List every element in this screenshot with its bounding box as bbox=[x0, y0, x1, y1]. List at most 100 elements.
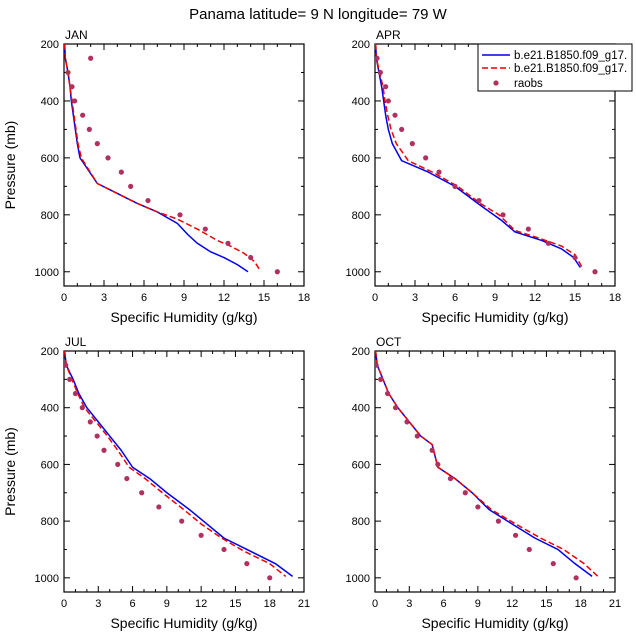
y-tick-label: 1000 bbox=[346, 267, 370, 279]
x-tick-label: 15 bbox=[540, 598, 552, 610]
x-tick-label: 18 bbox=[264, 598, 276, 610]
model-1-line bbox=[64, 351, 294, 578]
raobs-point bbox=[198, 532, 204, 538]
raobs-point bbox=[385, 98, 391, 104]
raobs-point bbox=[94, 433, 100, 439]
y-tick-label: 200 bbox=[352, 346, 370, 358]
model-2-line bbox=[64, 44, 261, 271]
raobs-point bbox=[156, 504, 162, 510]
y-tick-label: 800 bbox=[352, 210, 370, 222]
raobs-point bbox=[244, 561, 250, 567]
y-tick-label: 400 bbox=[352, 403, 370, 415]
x-tick-label: 9 bbox=[164, 598, 170, 610]
y-tick-label: 400 bbox=[352, 96, 370, 108]
raobs-point bbox=[225, 240, 231, 246]
model-2-line bbox=[375, 351, 599, 577]
raobs-point bbox=[101, 447, 107, 453]
raobs-point bbox=[139, 490, 145, 496]
x-tick-label: 3 bbox=[95, 598, 101, 610]
x-tick-label: 3 bbox=[101, 292, 107, 304]
x-tick-label: 3 bbox=[412, 292, 418, 304]
panel-label: JAN bbox=[65, 28, 88, 42]
y-tick-label: 600 bbox=[352, 153, 370, 165]
raobs-point bbox=[435, 461, 441, 468]
x-axis-label: Specific Humidity (g/kg) bbox=[421, 309, 568, 325]
x-tick-label: 18 bbox=[298, 292, 310, 304]
y-axis-label: Pressure (mb) bbox=[2, 427, 18, 516]
raobs-point bbox=[179, 518, 185, 524]
raobs-point bbox=[447, 475, 454, 482]
x-tick-label: 3 bbox=[406, 598, 412, 610]
y-tick-label: 600 bbox=[41, 153, 59, 165]
raobs-point bbox=[399, 126, 405, 133]
raobs-point bbox=[392, 405, 399, 411]
raobs-point bbox=[378, 376, 384, 382]
raobs-point bbox=[414, 433, 420, 439]
x-tick-label: 0 bbox=[61, 292, 67, 304]
model-1-line bbox=[375, 351, 593, 578]
raobs-point bbox=[118, 169, 124, 175]
raobs-point bbox=[573, 575, 579, 581]
model-2-line bbox=[375, 44, 584, 270]
legend-label: b.e21.B1850.f09_g17. bbox=[514, 63, 627, 75]
x-axis-label: Specific Humidity (g/kg) bbox=[110, 309, 257, 325]
raobs-point bbox=[452, 183, 458, 189]
model-2-line bbox=[64, 351, 287, 577]
raobs-point bbox=[64, 362, 69, 368]
raobs-point bbox=[86, 126, 92, 133]
raobs-point bbox=[500, 212, 506, 218]
legend-label: raobs bbox=[514, 78, 543, 90]
x-tick-label: 0 bbox=[61, 598, 67, 610]
x-tick-label: 12 bbox=[195, 598, 207, 610]
raobs-point bbox=[88, 55, 94, 61]
raobs-point bbox=[545, 240, 551, 246]
y-tick-label: 600 bbox=[352, 459, 370, 471]
y-axis-label: Pressure (mb) bbox=[2, 121, 18, 210]
raobs-point bbox=[248, 254, 254, 261]
y-tick-label: 800 bbox=[352, 516, 370, 528]
raobs-point bbox=[550, 561, 556, 567]
panel-label: JUL bbox=[65, 335, 87, 349]
plot-area bbox=[375, 44, 598, 275]
x-axis-label: Specific Humidity (g/kg) bbox=[421, 615, 568, 631]
raobs-point bbox=[592, 269, 598, 275]
y-tick-label: 1000 bbox=[35, 267, 59, 279]
panel-apr: 0 3 6 9 12 15 18 200 400 600 800 1000 APR Specific Hu… bbox=[346, 28, 622, 325]
y-tick-label: 1000 bbox=[346, 573, 370, 585]
x-tick-label: 15 bbox=[569, 292, 581, 304]
raobs-point bbox=[462, 490, 468, 496]
x-tick-label: 12 bbox=[529, 292, 541, 304]
legend: b.e21.B1850.f09_g17.b.e21.B1850.f09_g17.… bbox=[477, 43, 633, 92]
raobs-point bbox=[79, 405, 85, 411]
raobs-point bbox=[105, 155, 111, 161]
raobs-point bbox=[67, 376, 73, 382]
raobs-point bbox=[267, 575, 273, 581]
legend-label: b.e21.B1850.f09_g17. bbox=[514, 50, 627, 62]
y-tick-label: 200 bbox=[41, 346, 59, 358]
model-1-line bbox=[375, 44, 581, 268]
x-tick-label: 18 bbox=[609, 292, 621, 304]
panel-label: OCT bbox=[376, 335, 402, 349]
raobs-point bbox=[69, 84, 75, 90]
raobs-point bbox=[177, 212, 183, 218]
raobs-point bbox=[436, 169, 442, 175]
raobs-point bbox=[495, 518, 502, 524]
panel-jul: 0 3 6 9 12 15 18 21 200 400 600 800 1000 JUL Specific … bbox=[2, 335, 310, 631]
figure-title: Panama latitude= 9 N longitude= 79 W bbox=[189, 6, 448, 23]
x-tick-label: 9 bbox=[181, 292, 187, 304]
raobs-point bbox=[274, 269, 280, 275]
y-tick-label: 600 bbox=[41, 459, 59, 471]
legend-swatch-raobs bbox=[493, 80, 499, 86]
panel-jan: 0 3 6 9 12 15 18 200 400 600 800 1000 JAN Specific Hu… bbox=[2, 28, 310, 325]
raobs-point bbox=[392, 112, 398, 118]
raobs-point bbox=[384, 390, 391, 397]
raobs-point bbox=[512, 532, 519, 538]
raobs-point bbox=[80, 112, 86, 118]
x-tick-label: 6 bbox=[452, 292, 458, 304]
plot-area bbox=[375, 351, 599, 581]
y-tick-label: 1000 bbox=[35, 573, 59, 585]
x-tick-label: 9 bbox=[475, 598, 481, 610]
x-tick-label: 21 bbox=[609, 598, 621, 610]
plot-frame bbox=[63, 350, 305, 593]
raobs-point bbox=[476, 197, 482, 204]
